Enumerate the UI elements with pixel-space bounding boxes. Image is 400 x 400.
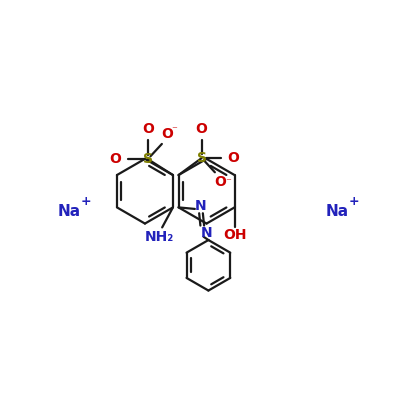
Text: Na: Na (58, 204, 81, 219)
Text: N: N (201, 226, 212, 240)
Text: NH₂: NH₂ (144, 230, 174, 244)
Text: +: + (349, 194, 360, 208)
Text: OH: OH (223, 228, 246, 242)
Text: Na: Na (326, 204, 349, 219)
Text: O: O (161, 127, 173, 141)
Text: S: S (143, 152, 153, 166)
Text: ⁻: ⁻ (225, 177, 231, 187)
Text: O: O (109, 152, 121, 166)
Text: N: N (195, 200, 207, 214)
Text: O: O (228, 151, 239, 165)
Text: ⁻: ⁻ (172, 125, 178, 135)
Text: O: O (214, 175, 226, 189)
Text: O: O (196, 122, 208, 136)
Text: +: + (81, 194, 92, 208)
Text: S: S (197, 151, 207, 165)
Text: O: O (142, 122, 154, 136)
